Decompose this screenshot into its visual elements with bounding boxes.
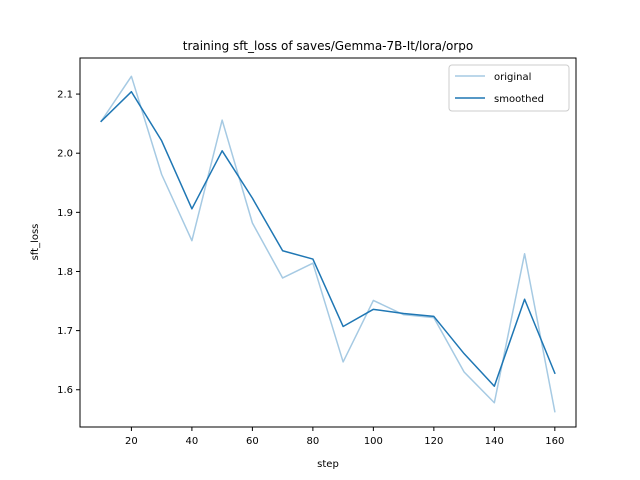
series-line-smoothed — [100, 90, 556, 387]
y-axis-label: sft_loss — [30, 224, 41, 261]
x-axis-label: step — [317, 459, 339, 470]
plot-frame — [79, 57, 577, 428]
y-axis-ticks: 1.6 1.7 1.8 1.9 2.0 2.1 — [57, 90, 80, 396]
series-lines — [100, 75, 556, 413]
legend: original smoothed — [448, 64, 570, 112]
y-tick-label: 2.1 — [57, 90, 73, 101]
y-tick-label: 1.6 — [57, 385, 73, 396]
x-axis-ticks: 20 40 60 80 100 120 140 160 — [125, 427, 564, 447]
x-tick-label: 100 — [364, 436, 383, 447]
x-tick-label: 140 — [485, 436, 504, 447]
x-tick-label: 80 — [307, 436, 320, 447]
y-tick-label: 2.0 — [57, 149, 73, 160]
x-tick-label: 40 — [186, 436, 199, 447]
y-tick-label: 1.8 — [57, 267, 73, 278]
x-tick-label: 20 — [125, 436, 138, 447]
plot-area — [79, 57, 577, 428]
y-tick-label: 1.9 — [57, 208, 73, 219]
x-tick-label: 60 — [246, 436, 259, 447]
x-tick-label: 120 — [424, 436, 443, 447]
chart-title: training sft_loss of saves/Gemma-7B-It/l… — [183, 39, 474, 53]
legend-label-original: original — [494, 72, 531, 83]
y-tick-label: 1.7 — [57, 326, 73, 337]
series-line-original — [100, 75, 556, 413]
x-tick-label: 160 — [545, 436, 564, 447]
legend-label-smoothed: smoothed — [494, 94, 544, 105]
